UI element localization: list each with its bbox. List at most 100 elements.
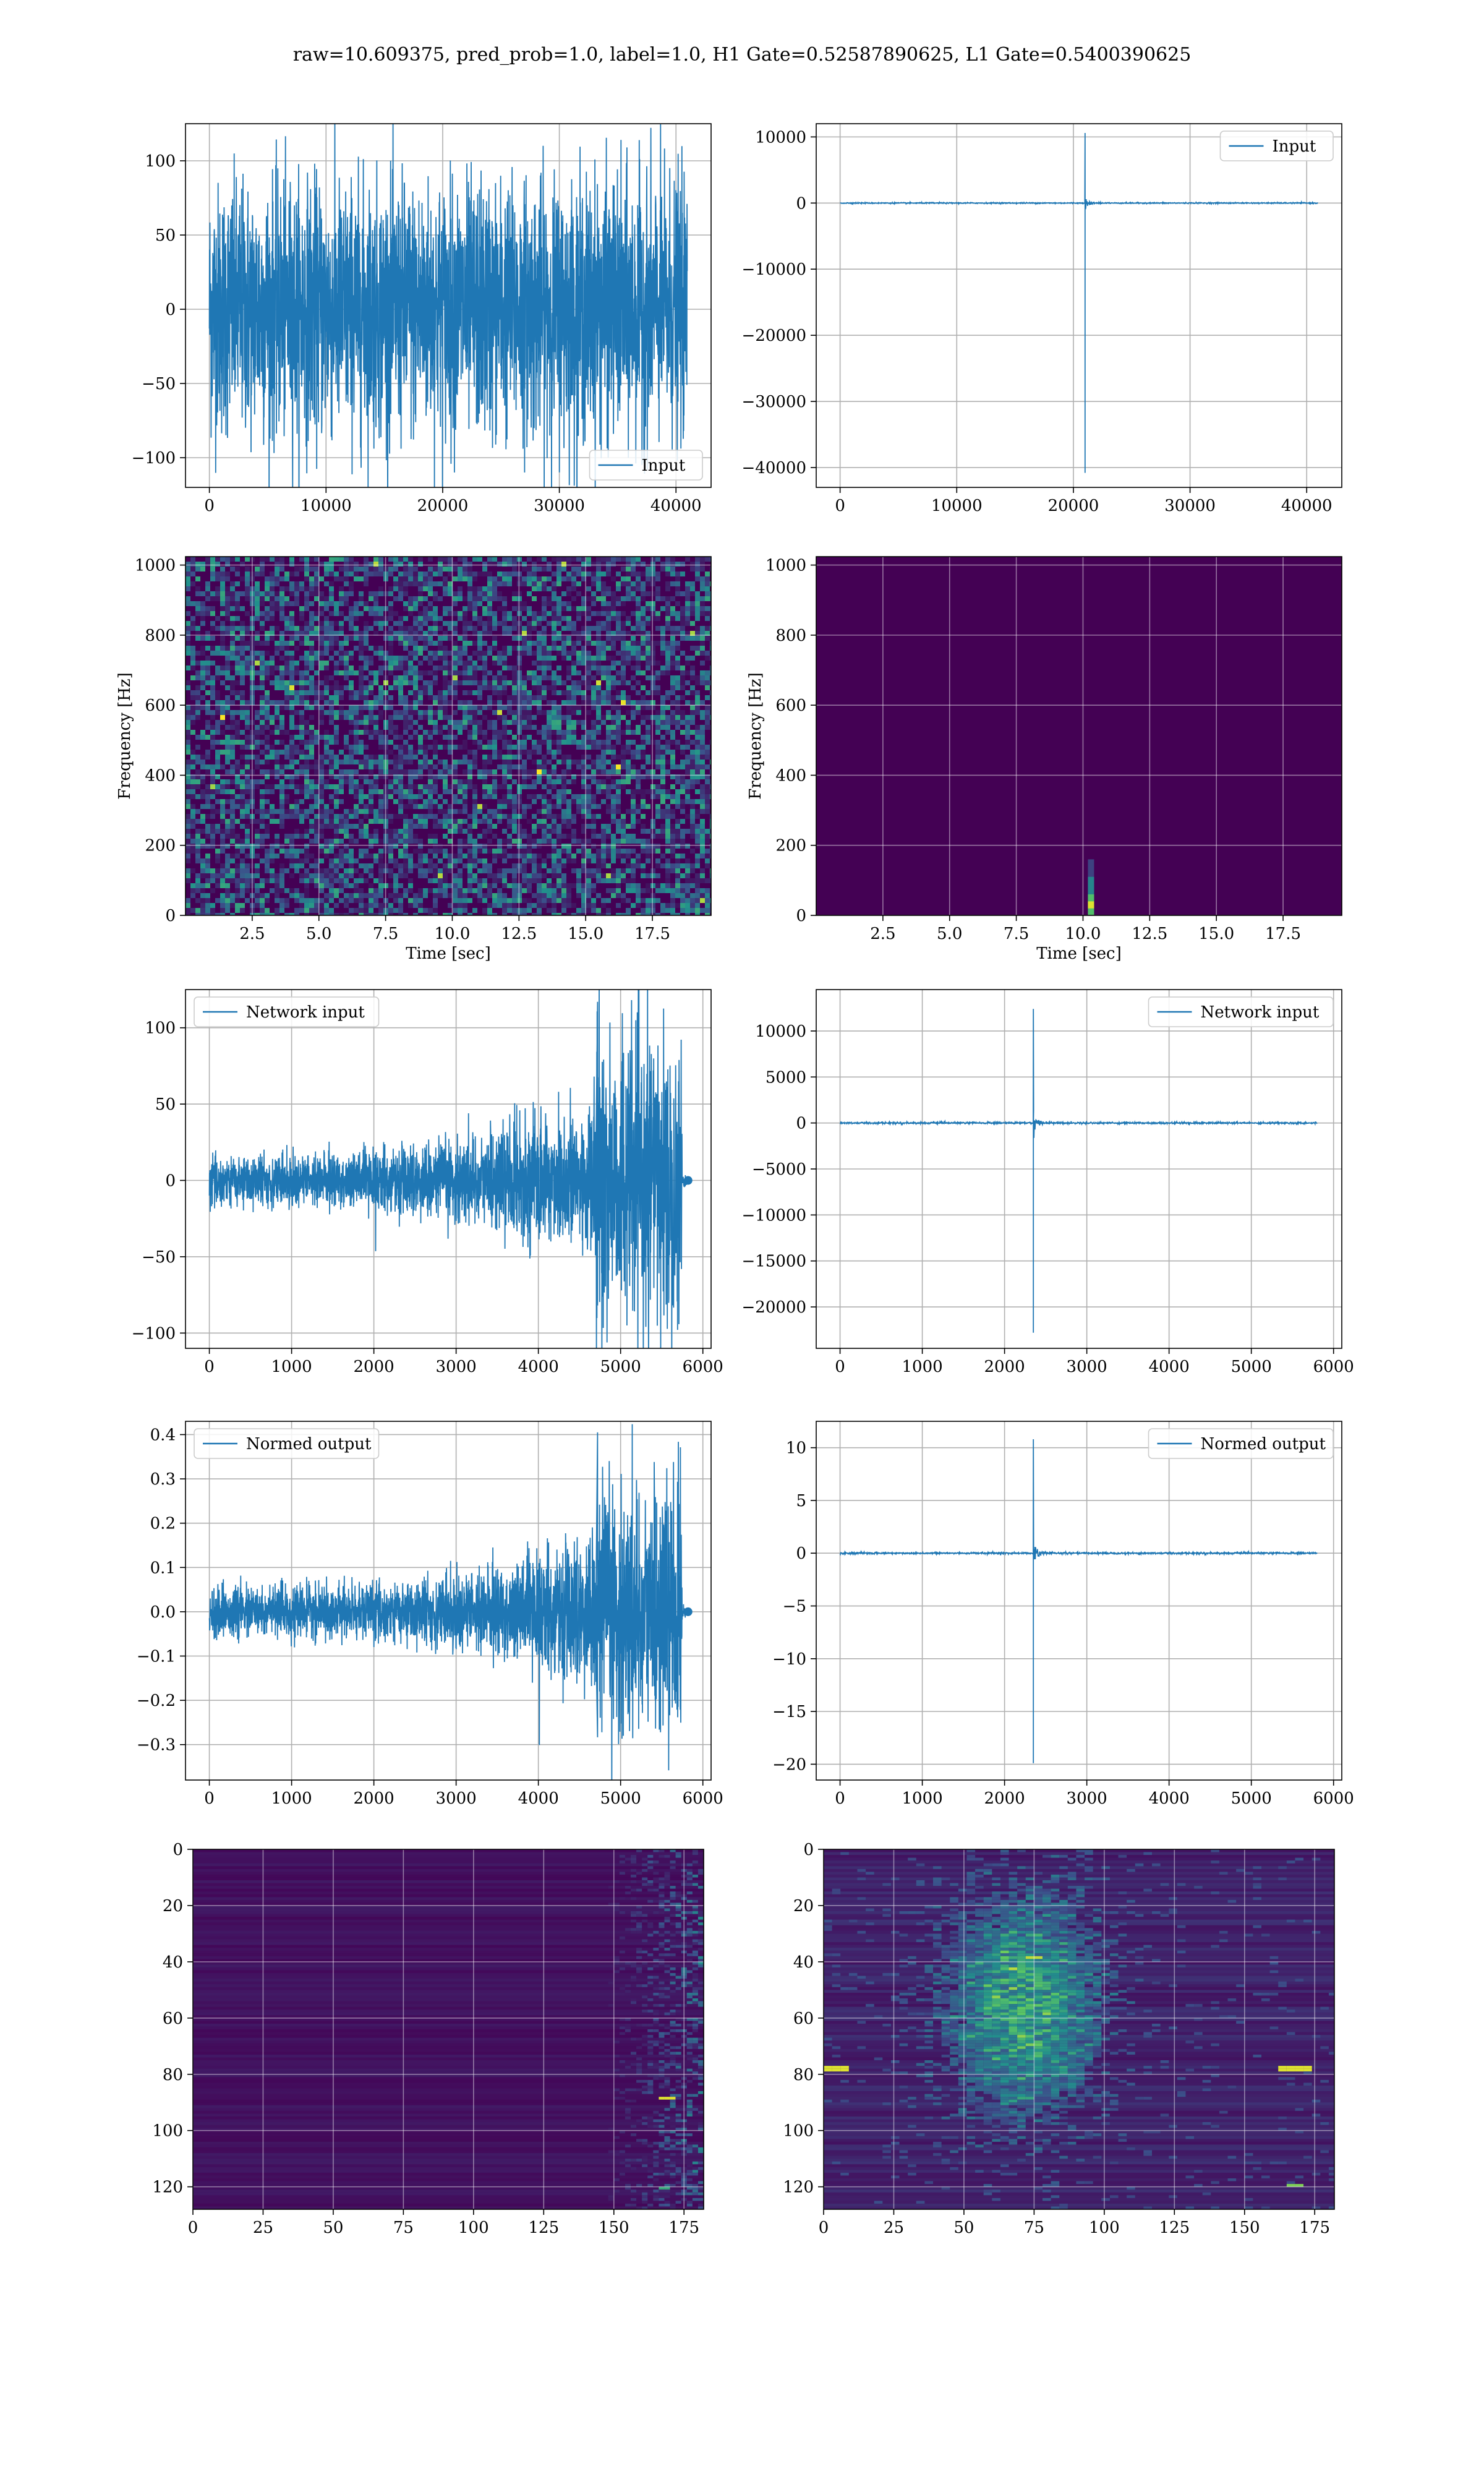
heatmap-cell [205, 725, 210, 730]
heatmap-cell [561, 656, 566, 661]
heatmap-cell [710, 621, 711, 626]
heatmap-cell [512, 854, 517, 858]
heatmap-cell [601, 601, 606, 606]
heatmap-cell [571, 779, 576, 784]
heatmap-cell [487, 883, 492, 888]
heatmap-cell [571, 661, 576, 666]
heatmap-cell [561, 769, 566, 774]
heatmap-cell [472, 735, 477, 740]
heatmap-cell [186, 581, 190, 586]
heatmap-cell [284, 661, 289, 666]
heatmap-cell [453, 774, 458, 779]
heatmap-cell [275, 557, 279, 562]
heatmap-cell [423, 656, 428, 661]
heatmap-cell [383, 695, 388, 700]
heatmap-cell [601, 557, 606, 562]
heatmap-cell [497, 888, 502, 893]
heatmap-cell [255, 685, 260, 690]
heatmap-cell [364, 557, 369, 562]
heatmap-cell [482, 849, 487, 854]
heatmap-cell [235, 601, 240, 606]
heatmap-cell [438, 794, 443, 799]
heatmap-cell [492, 854, 497, 858]
heatmap-cell [680, 695, 685, 700]
heatmap-cell [423, 576, 428, 581]
heatmap-cell [398, 690, 403, 695]
heatmap-cell [423, 670, 428, 675]
heatmap-cell [606, 809, 611, 814]
heatmap-cell [472, 789, 477, 794]
heatmap-cell [225, 596, 230, 601]
heatmap-cell [542, 596, 547, 601]
heatmap-cell [458, 567, 463, 571]
heatmap-cell [700, 670, 705, 675]
heatmap-cell [289, 631, 294, 636]
heatmap-cell [275, 774, 279, 779]
heatmap-cell [512, 794, 517, 799]
heatmap-cell [289, 745, 294, 750]
heatmap-cell [413, 690, 418, 695]
heatmap-cell [403, 675, 408, 680]
heatmap-cell [205, 829, 210, 834]
heatmap-cell [388, 670, 393, 675]
heatmap-cell [641, 735, 646, 740]
heatmap-cell [650, 562, 655, 567]
heatmap-cell [299, 695, 304, 700]
heatmap-cell [458, 849, 463, 854]
heatmap-cell [195, 636, 200, 641]
heatmap-cell [596, 636, 601, 641]
heatmap-cell [398, 656, 403, 661]
heatmap-cell [665, 666, 670, 670]
heatmap-cell [631, 883, 636, 888]
heatmap-cell [502, 730, 507, 735]
heatmap-cell [497, 839, 502, 844]
heatmap-cell [670, 710, 675, 715]
heatmap-cell [284, 690, 289, 695]
heatmap-cell [591, 844, 596, 849]
heatmap-cell [655, 675, 660, 680]
heatmap-cell [438, 878, 443, 883]
heatmap-cell [467, 576, 472, 581]
heatmap-cell [467, 700, 472, 705]
heatmap-cell [675, 789, 680, 794]
heatmap-cell [512, 839, 517, 844]
heatmap-cell [705, 586, 710, 591]
heatmap-cell [433, 621, 438, 626]
heatmap-cell [255, 571, 260, 576]
heatmap-cell [591, 562, 596, 567]
heatmap-cell [378, 854, 383, 858]
heatmap-cell [641, 670, 646, 675]
heatmap-cell [467, 784, 472, 789]
heatmap-cell [186, 819, 190, 824]
heatmap-cell [670, 824, 675, 829]
heatmap-cell [250, 606, 255, 611]
heatmap-cell [339, 626, 344, 631]
heatmap-cell [344, 824, 349, 829]
heatmap-cell [482, 715, 487, 720]
heatmap-cell [418, 774, 423, 779]
heatmap-cell [205, 854, 210, 858]
heatmap-cell [260, 740, 265, 745]
heatmap-cell [364, 601, 369, 606]
heatmap-cell [507, 839, 512, 844]
heatmap-cell [284, 839, 289, 844]
heatmap-cell [621, 858, 626, 863]
heatmap-cell [279, 883, 284, 888]
heatmap-cell [349, 814, 354, 819]
heatmap-cell [636, 601, 641, 606]
heatmap-cell [685, 720, 690, 725]
heatmap-cell [453, 873, 458, 878]
heatmap-cell [319, 764, 324, 769]
heatmap-cell [314, 784, 319, 789]
heatmap-cell [408, 834, 413, 839]
heatmap-cell [408, 760, 413, 764]
heatmap-cell [255, 735, 260, 740]
heatmap-cell [650, 641, 655, 646]
y-tick-label: −40000 [742, 459, 807, 477]
heatmap-cell [388, 789, 393, 794]
heatmap-cell [527, 769, 532, 774]
heatmap-cell [591, 824, 596, 829]
heatmap-cell [596, 621, 601, 626]
heatmap-cell [235, 695, 240, 700]
heatmap-cell [675, 710, 680, 715]
